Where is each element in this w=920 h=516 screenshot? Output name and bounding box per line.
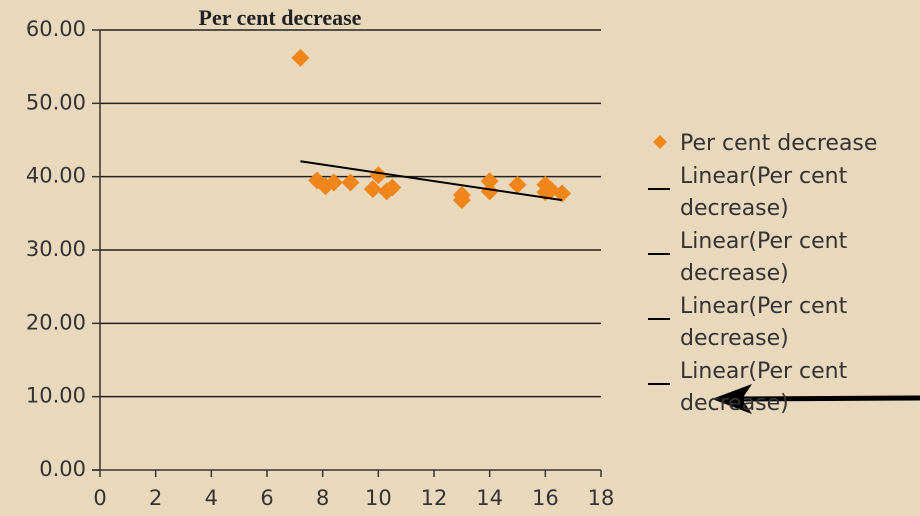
point — [291, 48, 310, 67]
y-tick-label: 20.00 — [26, 310, 86, 334]
legend-marker — [653, 135, 667, 149]
x-tick-label: 10 — [365, 486, 392, 510]
point — [369, 166, 388, 185]
point — [363, 180, 382, 199]
x-tick-label: 0 — [93, 486, 106, 510]
x-tick-label: 16 — [532, 486, 559, 510]
point — [480, 182, 499, 201]
arrow — [727, 395, 920, 402]
y-tick-label: 40.00 — [26, 164, 86, 188]
point — [452, 186, 471, 204]
x-tick-label: 18 — [588, 486, 615, 510]
point — [383, 178, 402, 197]
x-tick-label: 8 — [316, 486, 329, 510]
y-tick-label: 30.00 — [26, 237, 86, 261]
point — [480, 172, 499, 191]
point — [508, 175, 527, 194]
y-tick-label: 50.00 — [26, 90, 86, 114]
trendline — [300, 160, 563, 202]
legend-label: Linear(Per cent decrease) — [680, 359, 848, 416]
chart-title: Per cent decrease — [199, 5, 362, 30]
legend-label: Linear(Per cent decrease) — [680, 294, 848, 351]
arrow-head — [712, 384, 752, 414]
y-tick-label: 60.00 — [26, 17, 86, 41]
legend-label: Linear(Per cent decrease) — [680, 164, 848, 221]
x-tick-label: 4 — [205, 486, 218, 510]
y-tick-label: 0.00 — [39, 457, 86, 481]
point — [553, 184, 572, 203]
x-tick-label: 2 — [149, 486, 162, 510]
point — [341, 173, 360, 192]
legend-label: Linear(Per cent decrease) — [680, 229, 848, 286]
y-tick-label: 10.00 — [26, 384, 86, 408]
x-tick-label: 6 — [260, 486, 273, 510]
legend-label: Per cent decrease — [680, 131, 878, 156]
x-tick-label: 12 — [421, 486, 448, 510]
x-tick-label: 14 — [476, 486, 503, 510]
point — [324, 173, 343, 192]
